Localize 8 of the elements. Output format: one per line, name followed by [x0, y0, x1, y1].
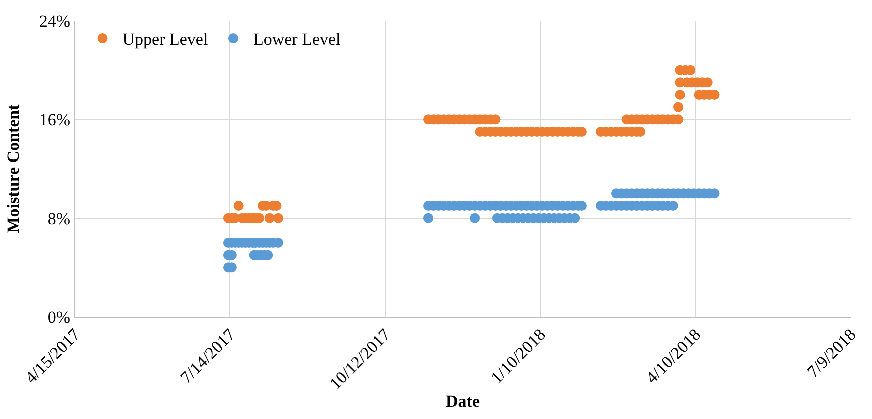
legend-label: Upper Level — [122, 30, 208, 50]
y-tick-label: 24% — [39, 12, 71, 31]
y-tick-label: 8% — [48, 209, 71, 228]
y-tick-label: 16% — [39, 110, 71, 130]
x-axis-title: Date — [446, 392, 480, 411]
y-axis-title: Moisture Content — [4, 104, 23, 234]
legend-label: Lower Level — [253, 30, 342, 50]
y-tick-label: 0% — [48, 308, 71, 327]
